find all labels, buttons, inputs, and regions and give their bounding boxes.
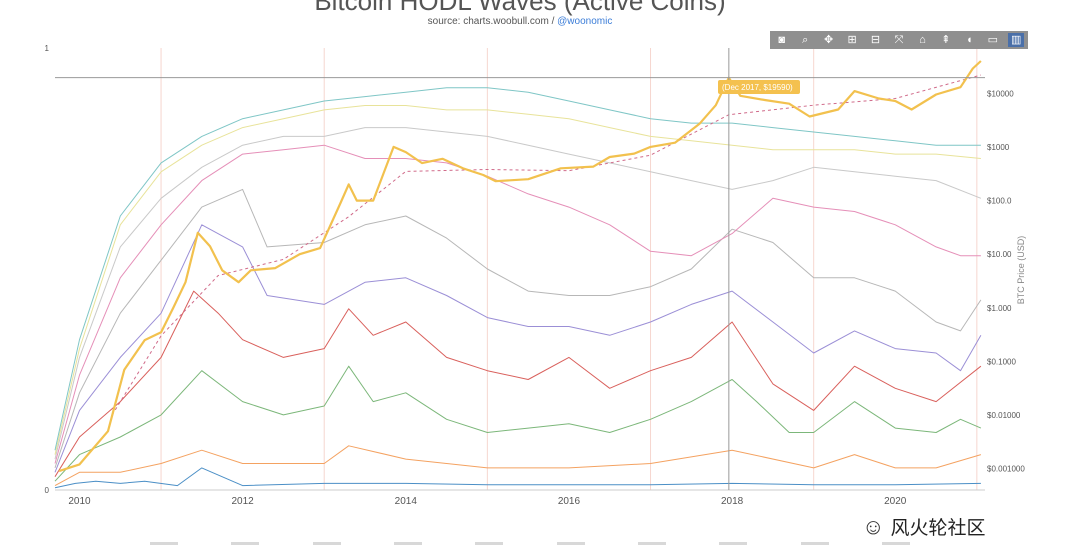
source-handle-link[interactable]: @woonomic [557, 16, 613, 27]
wave-band-2 [54, 445, 982, 487]
x-tick-label: 2016 [558, 496, 581, 507]
wave-band-5 [54, 224, 982, 473]
wechat-icon: ☺ [862, 513, 885, 539]
watermark: ☺ 风火轮社区 [862, 513, 985, 540]
x-tick-label: 2010 [68, 496, 91, 507]
right-tick-label: $100.0 [987, 197, 1012, 206]
tooltip-text: (Dec 2017, $19590) [722, 83, 793, 92]
wave-band-7 [54, 144, 981, 464]
right-tick-label: $10.00 [987, 250, 1012, 259]
legend-swatch [556, 542, 585, 545]
wave-band-4 [54, 290, 982, 477]
right-tick-label: $1.000 [987, 304, 1012, 313]
wave-band-9 [54, 105, 981, 455]
hover-closest-icon[interactable]: ◖ [966, 34, 973, 46]
btc-price-line [58, 60, 982, 473]
wave-band-6 [54, 188, 982, 469]
autoscale-icon[interactable]: ⤧ [894, 34, 904, 46]
source-text: source: charts.woobull.com / [427, 16, 558, 27]
legend-swatch [637, 542, 666, 545]
right-tick-label: $1000 [987, 143, 1010, 152]
wave-band-1 [54, 467, 981, 489]
chart-toolbar: ◙ ⌕ ✥ ⊞ ⊟ ⤧ ⌂ ⇞ ◖ ▭ ▥ [770, 31, 1028, 49]
chart-subtitle: source: charts.woobull.com / @woonomic [0, 16, 1040, 27]
x-tick-label: 2018 [721, 496, 744, 507]
wave-band-10 [54, 87, 981, 451]
hover-tooltip: (Dec 2017, $19590) [718, 80, 800, 94]
spike-lines-icon[interactable]: ⇞ [941, 34, 951, 46]
camera-icon[interactable]: ◙ [778, 34, 786, 46]
reference-lines [55, 48, 985, 490]
legend-swatch [150, 542, 178, 545]
right-tick-label: $0.001000 [987, 465, 1025, 474]
home-icon[interactable]: ⌂ [919, 34, 926, 46]
legend-strip [150, 538, 910, 546]
right-tick-label: $0.01000 [987, 411, 1021, 420]
legend-swatch [312, 542, 341, 545]
legend-swatch [881, 542, 910, 545]
plotly-logo-icon[interactable]: ▥ [1008, 33, 1025, 47]
left-tick-label: 1 [45, 44, 50, 53]
left-tick-label: 0 [45, 486, 50, 495]
tooltip-box [718, 80, 800, 94]
wave-band-3 [54, 365, 982, 482]
price-trend-line [111, 74, 982, 416]
hover-compare-icon[interactable]: ▭ [987, 34, 998, 46]
hodl-bands [54, 87, 982, 489]
chart-grid [55, 48, 985, 491]
wave-band-8 [54, 127, 982, 460]
zoom-in-icon[interactable]: ⊞ [847, 34, 857, 46]
price-line [58, 60, 982, 473]
legend-swatch [800, 542, 829, 545]
pan-icon[interactable]: ✥ [824, 34, 834, 46]
x-tick-label: 2020 [884, 496, 907, 507]
right-axis-label: BTC Price (USD) [1016, 236, 1026, 305]
legend-swatch [475, 542, 504, 545]
price-trend [111, 74, 982, 416]
x-tick-label: 2012 [232, 496, 255, 507]
chart-title: Bitcoin HODL Waves (Active Coins) [314, 0, 726, 16]
x-tick-label: 2014 [395, 496, 418, 507]
left-axis-ticks: 01 [45, 44, 50, 495]
right-tick-label: $10000 [987, 89, 1014, 98]
legend-swatch [719, 542, 748, 545]
zoom-out-icon[interactable]: ⊟ [870, 34, 881, 46]
watermark-text: 风火轮社区 [890, 518, 986, 539]
legend-swatch [393, 542, 422, 545]
right-tick-label: $0.1000 [987, 357, 1016, 366]
zoom-icon[interactable]: ⌕ [802, 34, 809, 46]
legend-swatch [231, 542, 260, 545]
x-axis-ticks: 2010 2012 2014 2016 2018 2020 [68, 496, 906, 507]
